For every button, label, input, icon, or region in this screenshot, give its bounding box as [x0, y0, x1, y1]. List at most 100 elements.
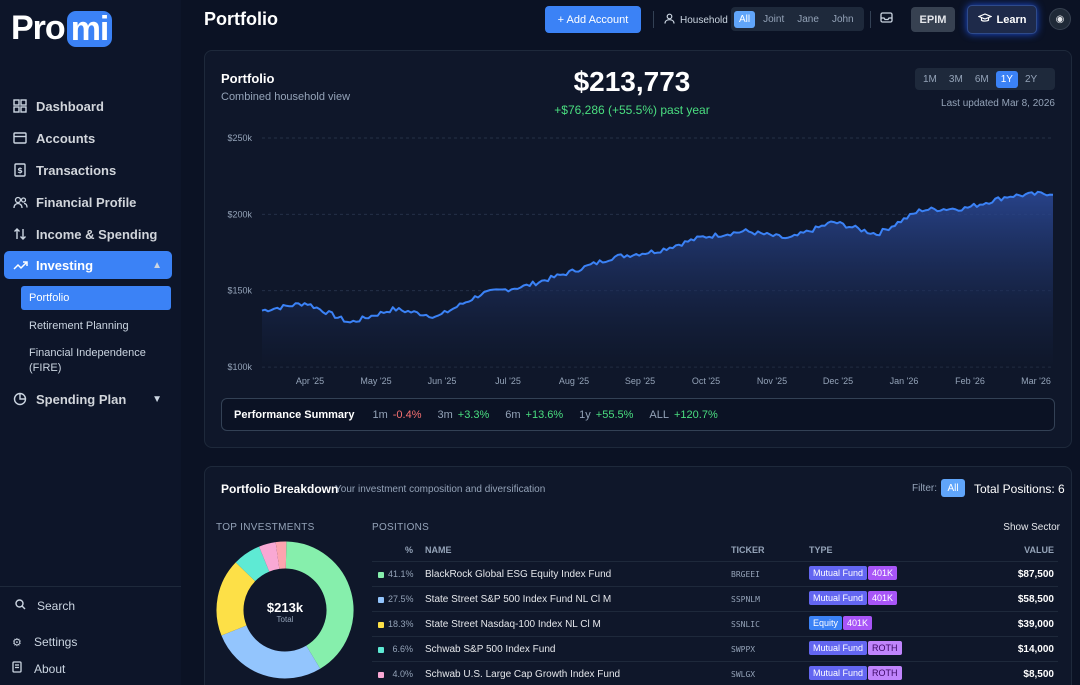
- position-percent: 27.5%: [388, 594, 414, 604]
- position-value: $14,000: [1017, 644, 1054, 655]
- user-icon: [664, 13, 675, 27]
- donut-slice[interactable]: [259, 542, 280, 572]
- sidebar-subitem-retirement-planning[interactable]: Retirement Planning: [29, 320, 129, 332]
- type-badge: Mutual Fund: [809, 566, 868, 580]
- account-badge: 401K: [868, 591, 898, 605]
- position-ticker: SSNLIC: [731, 620, 760, 629]
- holdings-donut-chart[interactable]: [213, 538, 357, 682]
- y-tick-label: $150k: [227, 286, 252, 296]
- color-swatch: [378, 672, 384, 678]
- donut-slice[interactable]: [221, 624, 321, 679]
- household-option-john[interactable]: John: [831, 13, 854, 25]
- sidebar-item-label: Dashboard: [36, 98, 104, 114]
- sidebar-item-label: Income & Spending: [36, 226, 158, 242]
- add-account-button[interactable]: + Add Account: [545, 6, 641, 33]
- household-option-joint[interactable]: Joint: [763, 13, 785, 25]
- table-row[interactable]: 27.5% State Street S&P 500 Index Fund NL …: [372, 586, 1058, 611]
- x-tick-label: May '25: [360, 376, 391, 386]
- users-icon: [12, 194, 28, 210]
- column-header-name[interactable]: NAME: [425, 545, 452, 555]
- x-tick-label: Aug '25: [559, 376, 589, 386]
- last-updated: Last updated Mar 8, 2026: [941, 98, 1055, 109]
- column-header-ticker[interactable]: TICKER: [731, 545, 765, 555]
- column-header-type[interactable]: TYPE: [809, 545, 833, 555]
- filter-all-button[interactable]: All: [941, 479, 965, 497]
- sidebar-subitem-portfolio[interactable]: Portfolio: [21, 286, 171, 310]
- sidebar-item-spending-plan[interactable]: Spending Plan ▼: [4, 385, 172, 413]
- position-ticker: SWLGX: [731, 670, 756, 679]
- position-name: State Street S&P 500 Index Fund NL Cl M: [425, 594, 612, 605]
- about-button[interactable]: About: [12, 661, 65, 676]
- show-sector-toggle[interactable]: Show Sector: [1003, 522, 1060, 533]
- account-badge: ROTH: [868, 666, 902, 680]
- area-fill: [262, 191, 1053, 367]
- svg-text:$: $: [17, 166, 23, 175]
- sidebar-item-income-spending[interactable]: Income & Spending: [4, 220, 172, 248]
- perf-period: 1y: [579, 408, 591, 421]
- search-button[interactable]: Search: [15, 599, 75, 613]
- portfolio-change: +$76,286 (+55.5%) past year: [554, 103, 710, 117]
- table-row[interactable]: 18.3% State Street Nasdaq-100 Index NL Cl…: [372, 611, 1058, 636]
- donut-slice[interactable]: [285, 541, 354, 669]
- column-header-value[interactable]: VALUE: [1024, 545, 1054, 555]
- range-2y[interactable]: 2Y: [1024, 73, 1038, 85]
- position-tags: Mutual Fund 401K: [809, 566, 898, 580]
- range-1m[interactable]: 1M: [923, 73, 937, 85]
- position-ticker: SSPNLM: [731, 595, 760, 604]
- sidebar-item-dashboard[interactable]: Dashboard: [4, 92, 172, 120]
- sidebar-item-transactions[interactable]: $ Transactions: [4, 156, 172, 184]
- sidebar-item-financial-profile[interactable]: Financial Profile: [4, 188, 172, 216]
- sidebar-subitem-fire[interactable]: Financial Independence (FIRE): [29, 347, 146, 374]
- range-3m[interactable]: 3M: [948, 73, 963, 85]
- household-option-jane[interactable]: Jane: [797, 13, 819, 25]
- range-1y[interactable]: 1Y: [995, 70, 1018, 88]
- type-badge: Mutual Fund: [809, 591, 868, 605]
- graduation-cap-icon: [976, 13, 993, 26]
- perf-value: +120.7%: [674, 408, 718, 421]
- position-name: Schwab S&P 500 Index Fund: [425, 644, 556, 655]
- logo-text: Pro: [11, 9, 66, 47]
- sidebar-item-investing[interactable]: Investing ▲: [4, 251, 172, 279]
- learn-label: Learn: [996, 13, 1027, 26]
- learn-button[interactable]: Learn: [967, 5, 1037, 34]
- table-row[interactable]: 4.0% Schwab U.S. Large Cap Growth Index F…: [372, 661, 1058, 685]
- top-investments-heading: TOP INVESTMENTS: [216, 522, 315, 533]
- donut-center: $213k Total: [245, 600, 325, 624]
- palette-icon[interactable]: ◉: [1049, 8, 1071, 30]
- table-row[interactable]: 6.6% Schwab S&P 500 Index Fund SWPPX Mutual…: [372, 636, 1058, 661]
- chevron-up-icon[interactable]: ▲: [152, 259, 162, 271]
- gear-icon: ⚙: [12, 636, 22, 649]
- table-row[interactable]: 41.1% BlackRock Global ESG Equity Index F…: [372, 561, 1058, 586]
- portfolio-chart[interactable]: $250k $200k $150k $100k Apr '25 May '25 Jun '2…: [218, 128, 1063, 393]
- y-tick-label: $250k: [227, 133, 252, 143]
- donut-slice[interactable]: [275, 541, 287, 569]
- column-header-percent[interactable]: %: [404, 545, 413, 555]
- range-6m[interactable]: 6M: [974, 73, 989, 85]
- performance-summary: Performance Summary 1m -0.4% 3m +3.3% 6m +1…: [221, 398, 1055, 431]
- credit-card-icon: [12, 130, 28, 146]
- account-badge: 401K: [868, 566, 898, 580]
- x-tick-label: Sep '25: [625, 376, 655, 386]
- donut-slice[interactable]: [235, 546, 270, 582]
- type-badge: Equity: [809, 616, 843, 630]
- perf-value: +13.6%: [525, 408, 564, 421]
- inbox-icon[interactable]: [880, 12, 893, 26]
- household-option-all[interactable]: All: [734, 10, 756, 28]
- x-tick-label: Jul '25: [495, 376, 521, 386]
- donut-slice[interactable]: [216, 562, 256, 636]
- performance-label: Performance Summary: [234, 408, 355, 421]
- search-icon: [15, 599, 29, 613]
- chevron-down-icon[interactable]: ▼: [152, 393, 162, 405]
- position-name: State Street Nasdaq-100 Index NL Cl M: [425, 619, 601, 630]
- sidebar-item-label: Spending Plan: [36, 391, 127, 407]
- settings-button[interactable]: ⚙ Settings: [12, 635, 77, 649]
- epim-button[interactable]: EPIM: [911, 7, 955, 32]
- portfolio-title: Portfolio: [221, 71, 275, 86]
- about-label: About: [34, 661, 66, 676]
- sidebar-item-accounts[interactable]: Accounts: [4, 124, 172, 152]
- logo-mark: mi: [66, 10, 113, 47]
- promi-logo[interactable]: Pro mi: [11, 9, 113, 48]
- perf-period: 3m: [437, 408, 453, 421]
- position-ticker: SWPPX: [731, 645, 756, 654]
- y-tick-label: $100k: [227, 362, 252, 372]
